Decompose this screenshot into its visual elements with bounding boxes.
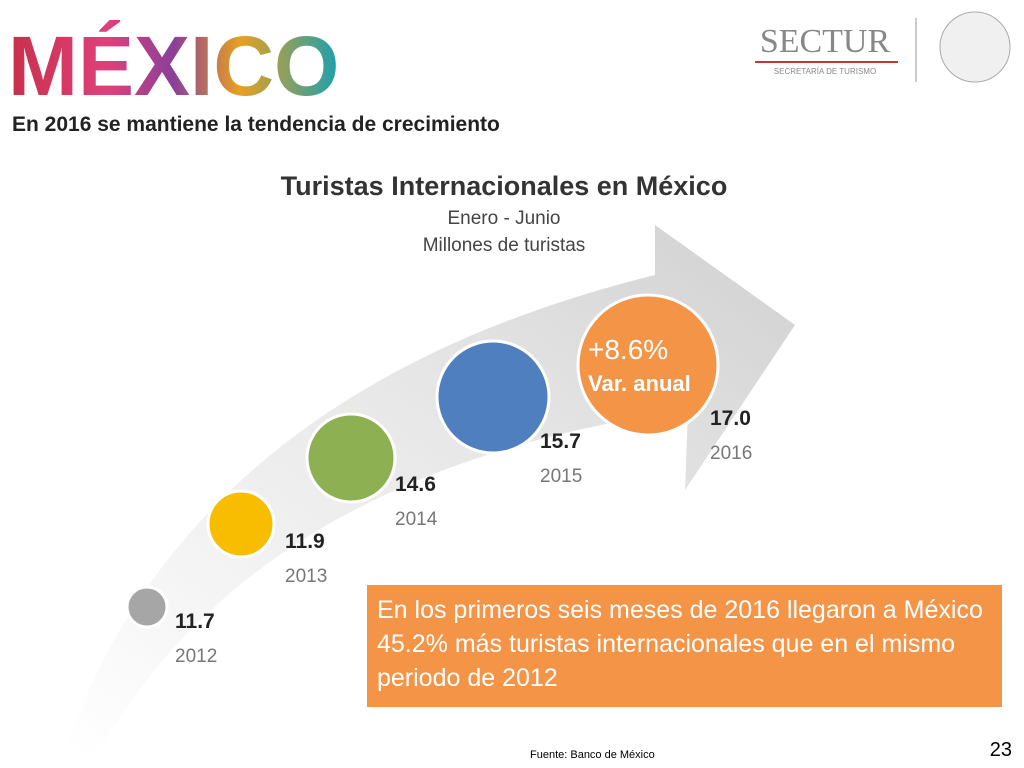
- bubble: [435, 339, 551, 455]
- category-label: 2016: [710, 443, 752, 464]
- annotation: Var. anual: [588, 371, 691, 396]
- value-label: 11.9: [285, 530, 325, 553]
- category-label: 2015: [540, 466, 582, 487]
- value-label: 15.7: [540, 430, 581, 453]
- agency: SECTUR: [760, 23, 891, 60]
- seal: [939, 11, 1011, 83]
- category-label: 2014: [395, 509, 438, 530]
- value-label: 14.6: [395, 473, 436, 496]
- bubble: [206, 489, 276, 559]
- value-label: 11.7: [175, 610, 215, 633]
- page-number: 23: [990, 739, 1012, 761]
- category-label: 2013: [285, 566, 327, 587]
- category-label: 2012: [175, 646, 217, 667]
- headline: En 2016 se mantiene la tendencia de crec…: [12, 113, 500, 136]
- value-label: 17.0: [710, 407, 751, 430]
- chart-subtitle: Enero - Junio: [447, 208, 560, 229]
- bubble: [305, 412, 397, 504]
- chart-title: Turistas Internacionales en México: [281, 171, 728, 201]
- logo: MÉXICO: [8, 19, 339, 113]
- annotation: +8.6%: [588, 334, 668, 365]
- callout: En los primeros seis meses de 2016 llega…: [367, 585, 1002, 707]
- bubble: [576, 293, 720, 437]
- source: Fuente: Banco de México: [530, 749, 655, 761]
- agency-subtitle: SECRETARÍA DE TURISMO: [774, 67, 876, 76]
- chart-subtitle: Millones de turistas: [423, 235, 586, 256]
- bubble: [125, 585, 169, 629]
